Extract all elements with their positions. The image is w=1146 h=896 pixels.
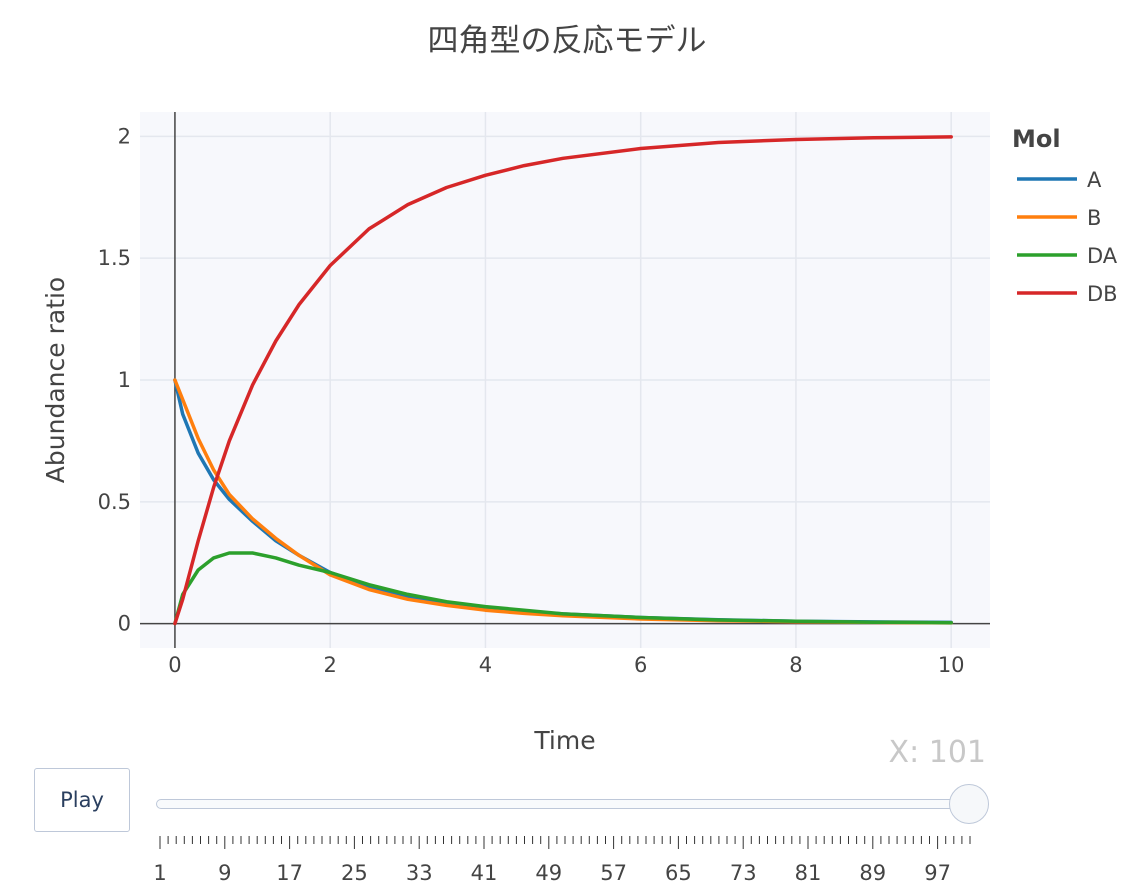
slider-tick-label: 25 [341,861,368,885]
slider-tick-label: 81 [795,861,822,885]
y-tick-label: 1.5 [98,246,131,270]
slider-tick-label: 9 [218,861,231,885]
y-tick-label: 2 [118,124,131,148]
slider-tick-label: 1 [153,861,166,885]
legend-title: Mol [1012,125,1061,153]
slider-tick-label: 49 [535,861,562,885]
legend-label-a: A [1087,168,1102,192]
slider-tick-label: 89 [859,861,886,885]
legend-label-b: B [1087,206,1101,230]
y-tick-label: 0 [118,612,131,636]
x-tick-label: 0 [168,653,181,677]
y-tick-label: 0.5 [98,490,131,514]
slider-tick-label: 17 [276,861,303,885]
x-tick-label: 6 [634,653,647,677]
chart-title: 四角型の反応モデル [428,23,707,59]
x-tick-label: 8 [789,653,802,677]
slider-tick-label: 65 [665,861,692,885]
x-tick-label: 10 [938,653,965,677]
series-line-da [173,551,953,626]
y-axis-label: Abundance ratio [41,277,70,483]
slider-tick-label: 97 [924,861,951,885]
legend-label-da: DA [1087,244,1118,268]
tick-labels: 0 2 4 6 8 10 0 0.5 1 1.5 2 [98,124,965,677]
x-axis-label: Time [533,726,595,755]
slider-handle[interactable] [949,784,989,824]
slider-tick-label: 33 [406,861,433,885]
slider-ticks: 1 9 17 25 33 41 49 57 65 73 81 89 97 [153,836,971,885]
x-tick-label: 4 [479,653,492,677]
slider-tick-label: 57 [600,861,627,885]
grid-layer [140,112,990,648]
series-line-db [173,135,953,626]
lines-layer [173,135,953,626]
slider-tick-label: 41 [471,861,498,885]
legend: Mol AB DA DB [1012,125,1118,306]
y-tick-label: 1 [118,368,131,392]
x-tick-label: 2 [323,653,336,677]
slider-track[interactable] [156,799,980,809]
slider-current-value: X: 101 [888,735,986,770]
play-button[interactable]: Play [34,768,130,832]
slider-tick-label: 73 [730,861,757,885]
legend-label-db: DB [1087,282,1118,306]
